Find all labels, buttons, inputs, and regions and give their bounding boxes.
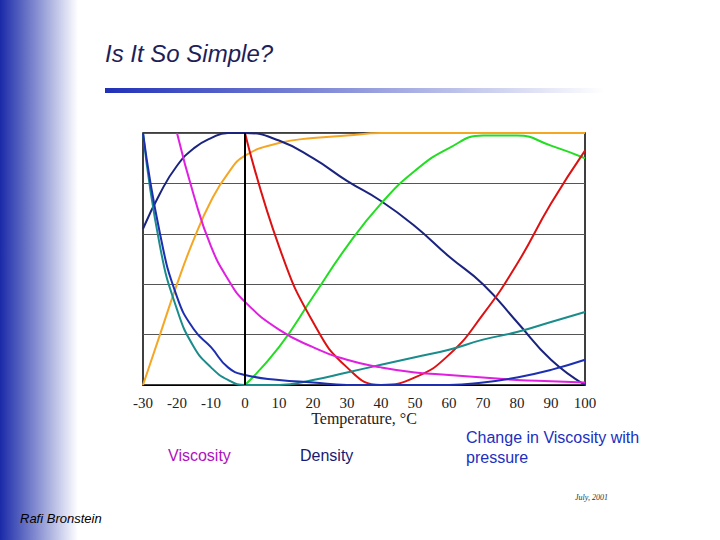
svg-text:Is It So Simple?: Is It So Simple? xyxy=(105,40,274,67)
svg-text:Viscosity: Viscosity xyxy=(168,447,231,464)
svg-text:50: 50 xyxy=(408,395,423,411)
svg-text:July, 2001: July, 2001 xyxy=(575,493,608,502)
svg-text:70: 70 xyxy=(476,395,491,411)
svg-text:60: 60 xyxy=(442,395,457,411)
svg-text:-20: -20 xyxy=(167,395,187,411)
svg-text:40: 40 xyxy=(374,395,389,411)
svg-text:-30: -30 xyxy=(133,395,153,411)
svg-text:Temperature, °C: Temperature, °C xyxy=(311,410,417,428)
svg-text:0: 0 xyxy=(241,395,249,411)
svg-text:80: 80 xyxy=(510,395,525,411)
svg-text:30: 30 xyxy=(340,395,355,411)
svg-text:Rafi Bronstein: Rafi Bronstein xyxy=(20,511,102,526)
svg-text:pressure: pressure xyxy=(466,449,528,466)
svg-text:20: 20 xyxy=(306,395,321,411)
svg-text:Density: Density xyxy=(300,447,353,464)
svg-text:90: 90 xyxy=(544,395,559,411)
svg-text:100: 100 xyxy=(574,395,597,411)
svg-text:-10: -10 xyxy=(201,395,221,411)
svg-text:10: 10 xyxy=(272,395,287,411)
svg-text:Change in Viscosity with: Change in Viscosity with xyxy=(466,429,644,446)
